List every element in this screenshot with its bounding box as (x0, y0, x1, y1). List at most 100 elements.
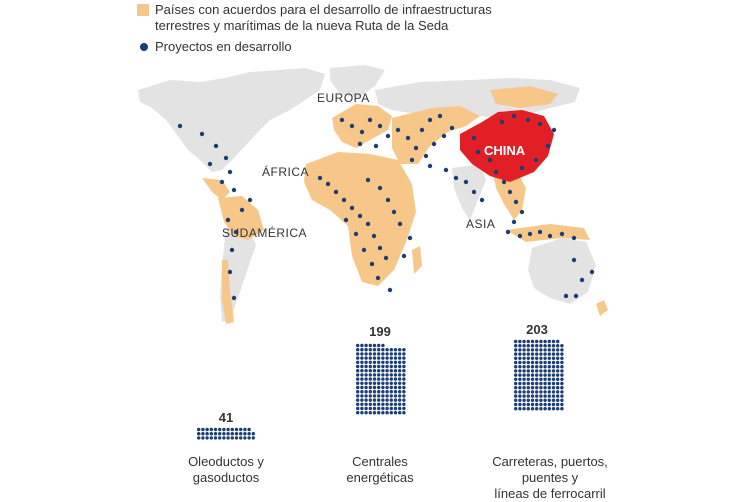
project-unit-dot (360, 390, 364, 394)
project-unit-dot (364, 373, 368, 377)
project-unit-dot (547, 377, 551, 381)
project-unit-dot (539, 394, 543, 398)
project-unit-dot (364, 385, 368, 390)
project-unit-dot (389, 360, 393, 364)
north-america-land (138, 68, 325, 172)
project-unit-dot (551, 352, 556, 356)
partner-countries (202, 86, 608, 324)
project-unit-dot (356, 411, 360, 415)
project-unit-dot (372, 406, 377, 411)
project-unit-dot (543, 381, 547, 386)
project-unit-dot (556, 339, 560, 344)
project-dot (357, 141, 363, 147)
project-unit-dot (389, 381, 393, 385)
project-unit-dot (551, 386, 556, 390)
project-unit-dot (530, 344, 535, 348)
project-unit-dot (356, 352, 360, 356)
project-unit-dot (251, 432, 255, 436)
project-unit-dot (234, 427, 239, 432)
project-unit-dot (543, 402, 547, 407)
project-unit-dot (556, 344, 560, 348)
project-unit-dot (360, 406, 364, 411)
project-dot (475, 149, 481, 155)
project-dot (537, 229, 543, 235)
project-unit-dot (389, 373, 393, 377)
project-dot (405, 135, 411, 141)
project-unit-dot (385, 394, 389, 398)
project-unit-dot (514, 402, 518, 407)
project-unit-dot (539, 365, 543, 369)
project-dot (383, 255, 389, 261)
project-unit-dot (526, 386, 530, 390)
project-unit-dot (535, 365, 539, 369)
project-dot (547, 233, 553, 239)
project-unit-dot (393, 360, 398, 364)
project-dot (233, 229, 239, 235)
project-dot (377, 245, 383, 251)
project-unit-dot (556, 407, 560, 411)
project-dot (437, 113, 443, 119)
project-unit-dot (372, 411, 377, 415)
stat-pipelines: 41 (176, 410, 276, 426)
project-dot (471, 135, 477, 141)
project-dot (247, 197, 253, 203)
project-unit-dot (560, 360, 564, 365)
chile-partner (222, 260, 234, 324)
project-dot (427, 117, 433, 123)
project-unit-dot (551, 398, 556, 402)
project-unit-dot (547, 373, 551, 377)
project-unit-dot (360, 381, 364, 385)
project-unit-dot (530, 348, 535, 352)
project-unit-dot (530, 390, 535, 394)
project-unit-dot (356, 377, 360, 381)
project-unit-dot (372, 373, 377, 377)
project-unit-dot (547, 339, 551, 344)
project-unit-dot (556, 394, 560, 398)
project-unit-dot (372, 352, 377, 356)
project-unit-dot (539, 339, 543, 344)
project-unit-dot (368, 411, 372, 415)
project-unit-dot (360, 411, 364, 415)
stat-power: 199 (330, 324, 430, 340)
project-unit-dot (514, 398, 518, 402)
project-unit-dot (230, 432, 234, 436)
project-unit-dot (393, 406, 398, 411)
project-unit-dot (398, 385, 402, 390)
project-unit-dot (368, 385, 372, 390)
project-unit-dot (535, 394, 539, 398)
project-unit-dot (385, 356, 389, 360)
project-unit-dot (356, 356, 360, 360)
project-dot (537, 121, 543, 127)
project-dot (223, 155, 229, 161)
project-unit-dot (514, 377, 518, 381)
project-unit-dot (356, 343, 360, 348)
project-unit-dot (551, 390, 556, 394)
project-dot (409, 157, 415, 163)
project-unit-dot (514, 407, 518, 411)
project-unit-dot (556, 402, 560, 407)
dot-grid (197, 427, 255, 440)
project-dot (413, 145, 419, 151)
project-unit-dot (360, 377, 364, 381)
project-unit-dot (526, 352, 530, 356)
project-unit-dot (356, 406, 360, 411)
project-unit-dot (547, 352, 551, 356)
project-dot (511, 219, 517, 225)
project-unit-dot (372, 360, 377, 364)
project-unit-dot (547, 381, 551, 386)
project-unit-dot (368, 402, 372, 406)
project-unit-dot (539, 377, 543, 381)
project-unit-dot (560, 407, 564, 411)
project-unit-dot (551, 348, 556, 352)
project-unit-dot (372, 394, 377, 398)
project-unit-dot (381, 381, 385, 385)
project-unit-dot (402, 406, 406, 411)
project-unit-dot (356, 402, 360, 406)
project-unit-dot (514, 339, 518, 344)
project-dot (377, 185, 383, 191)
project-unit-dot (364, 398, 368, 402)
project-unit-dot (364, 406, 368, 411)
project-unit-dot (368, 352, 372, 356)
project-unit-dot (381, 369, 385, 373)
stat-transport-caption: Carreteras, puertos, puentes y líneas de… (470, 454, 630, 502)
